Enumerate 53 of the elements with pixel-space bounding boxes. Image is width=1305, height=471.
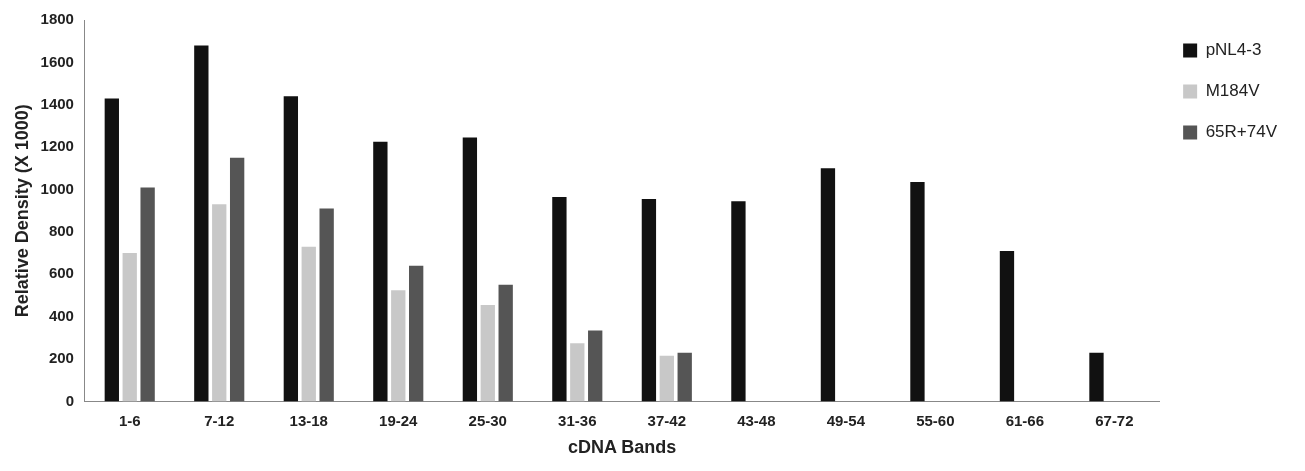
x-tick-label: 55-60: [916, 411, 955, 429]
x-axis-title: cDNA Bands: [567, 437, 677, 458]
x-tick-label: 49-54: [826, 411, 866, 429]
bar: [498, 284, 513, 402]
x-tick-label: 61-66: [1005, 411, 1045, 429]
y-tick-label: 800: [48, 222, 74, 240]
bar: [1089, 352, 1104, 402]
bar: [140, 187, 155, 402]
x-tick-label: 7-12: [204, 411, 235, 429]
legend-label: pNL4-3: [1205, 40, 1262, 60]
y-tick-label: 200: [48, 349, 74, 367]
y-tick-label: 1200: [40, 137, 74, 155]
bar: [373, 141, 388, 402]
x-tick-label: 25-30: [468, 411, 507, 429]
y-tick-label: 1800: [40, 10, 74, 28]
bar: [570, 343, 585, 402]
x-tick-label: 19-24: [379, 411, 419, 429]
bar: [588, 330, 603, 402]
bar: [409, 265, 424, 402]
x-tick-label: 43-48: [737, 411, 776, 429]
legend-label: 65R+74V: [1205, 122, 1278, 142]
y-tick-label: 1400: [40, 94, 74, 112]
y-tick-label: 0: [65, 391, 74, 409]
x-tick-label: 13-18: [289, 411, 328, 429]
bar: [104, 98, 119, 402]
y-axis-title: Relative Density (X 1000): [11, 104, 32, 318]
bar: [462, 137, 478, 402]
bar: [122, 253, 137, 402]
bar: [659, 355, 674, 402]
x-tick-label: 31-36: [558, 411, 597, 429]
legend-label: M184V: [1205, 81, 1261, 101]
y-tick-label: 400: [48, 306, 74, 324]
bar: [641, 199, 657, 402]
x-tick-label: 67-72: [1095, 411, 1134, 429]
x-tick-label: 37-42: [647, 411, 686, 429]
bar: [820, 168, 836, 402]
bar: [194, 45, 209, 402]
x-tick-label: 1-6: [118, 411, 141, 429]
bar: [552, 196, 567, 402]
y-tick-label: 1600: [40, 52, 74, 70]
bar: [283, 96, 299, 402]
bar: [677, 352, 692, 402]
bar: [319, 208, 334, 402]
bar: [391, 290, 406, 402]
bar: [301, 246, 316, 402]
bar: [731, 201, 746, 402]
bar: [910, 182, 925, 402]
bar: [229, 157, 245, 402]
y-tick-label: 1000: [40, 179, 74, 197]
bar: [999, 250, 1015, 402]
bar: [212, 204, 227, 402]
bar: [480, 304, 495, 402]
y-tick-label: 600: [48, 264, 74, 282]
